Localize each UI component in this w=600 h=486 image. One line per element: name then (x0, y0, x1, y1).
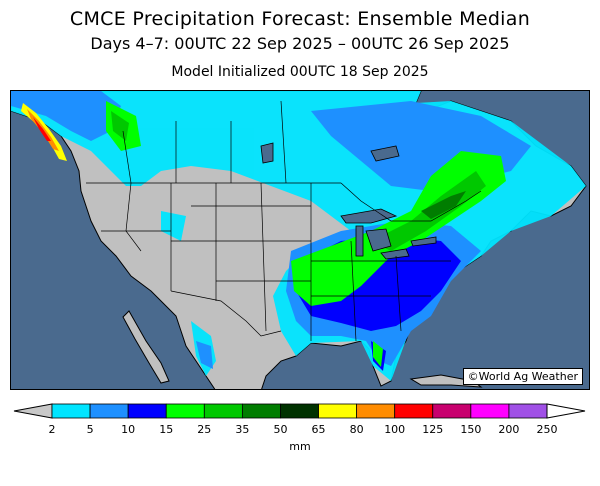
color-legend: 2 5 10 15 25 35 50 65 80 100 125 150 200 250 mm (0, 400, 600, 480)
copyright-credit: ©World Ag Weather (462, 368, 583, 385)
map-subtitle: Days 4–7: 00UTC 22 Sep 2025 – 00UTC 26 S… (90, 34, 510, 53)
legend-tick-label: 125 (422, 423, 444, 436)
legend-units: mm (289, 440, 311, 453)
legend-swatch (127, 403, 167, 419)
legend-swatch (51, 403, 91, 419)
legend-swatch (241, 403, 281, 419)
legend-swatch (508, 403, 548, 419)
map-canvas (11, 91, 589, 389)
legend-tick-label: 200 (498, 423, 520, 436)
map-title: CMCE Precipitation Forecast: Ensemble Me… (69, 8, 531, 30)
model-init-time: Model Initialized 00UTC 18 Sep 2025 (171, 64, 429, 80)
legend-swatch (356, 403, 396, 419)
legend-tick-label: 5 (86, 423, 94, 436)
legend-tick-label: 10 (121, 423, 136, 436)
legend-swatch (203, 403, 243, 419)
great-lakes (260, 142, 437, 260)
legend-swatch (394, 403, 434, 419)
legend-swatch (432, 403, 472, 419)
legend-tick-label: 100 (384, 423, 406, 436)
political-borders (86, 100, 482, 342)
legend-tick-label: 250 (536, 423, 558, 436)
legend-tick-label: 2 (48, 423, 56, 436)
legend-arrow-high (546, 403, 586, 419)
legend-swatch (89, 403, 129, 419)
legend-tick-label: 80 (349, 423, 364, 436)
land-baja (122, 310, 170, 384)
legend-swatch (165, 403, 205, 419)
precipitation-map: ©World Ag Weather (10, 90, 590, 390)
legend-tick-label: 150 (460, 423, 482, 436)
precip-heavy-coast (21, 103, 67, 161)
legend-swatch (470, 403, 510, 419)
legend-arrow-low (13, 403, 53, 419)
legend-bar (13, 403, 586, 419)
legend-tick-label: 50 (273, 423, 288, 436)
legend-swatch (280, 403, 319, 419)
precip-dark-green (421, 191, 466, 219)
legend-tick-label: 35 (235, 423, 250, 436)
legend-tick-label: 65 (311, 423, 326, 436)
legend-swatch (318, 403, 358, 419)
legend-tick-label: 15 (159, 423, 174, 436)
legend-tick-label: 25 (197, 423, 212, 436)
